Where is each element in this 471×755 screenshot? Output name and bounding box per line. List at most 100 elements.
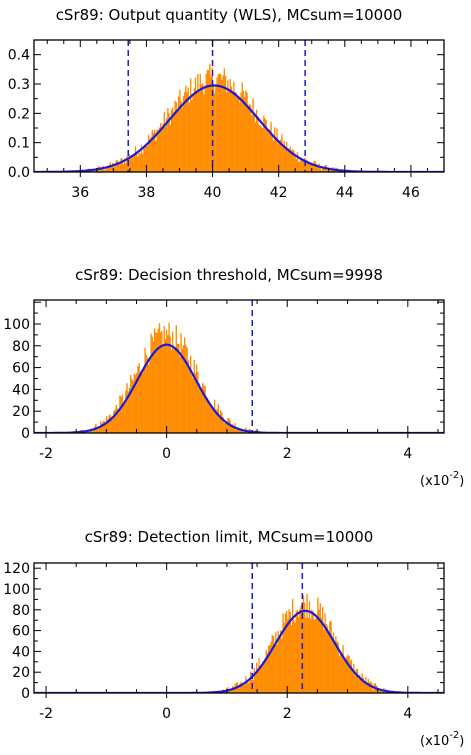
histogram-bar [220, 74, 222, 172]
histogram-bar [293, 619, 295, 693]
histogram-bar [150, 333, 152, 433]
histogram-bar [218, 418, 221, 433]
histogram-bar [252, 98, 254, 172]
x-tick-label: 4 [403, 446, 412, 462]
y-tick-label: 0 [21, 686, 30, 702]
histogram-bar [157, 130, 159, 172]
histogram-bar [124, 158, 126, 172]
histogram-bar [120, 157, 122, 172]
histogram-bar [149, 360, 151, 433]
histogram-bar [158, 127, 161, 172]
histogram-bar [187, 87, 189, 172]
histogram-bar [217, 404, 219, 433]
histogram-bar [259, 125, 261, 172]
histogram-bar [256, 109, 258, 172]
histogram-bar [106, 168, 108, 172]
y-tick-label: 0.0 [8, 165, 30, 181]
histogram-bar [338, 655, 341, 693]
histogram-bar [196, 90, 198, 172]
histogram-bar [263, 663, 265, 693]
histogram-bar [164, 126, 167, 172]
histogram-bar [257, 671, 259, 693]
histogram-bar [313, 619, 315, 693]
histogram-bar [239, 683, 241, 693]
histogram-bar [256, 662, 258, 693]
x-tick-label: 40 [204, 185, 222, 201]
histogram-bar [337, 642, 339, 693]
histogram-bar [361, 673, 363, 693]
histogram-bar [155, 332, 157, 433]
fit-curve [34, 343, 444, 433]
histogram-bar [235, 92, 237, 172]
histogram-bar [308, 601, 311, 693]
histogram-bar [115, 160, 117, 172]
histogram-bar [196, 364, 198, 433]
histogram-bar [234, 91, 236, 172]
histogram-bar [206, 69, 209, 172]
histogram-bar [132, 380, 134, 433]
histogram-bar [214, 92, 216, 172]
histogram-bar [379, 691, 381, 693]
y-tick-label: 20 [12, 665, 30, 681]
histogram-bar [176, 110, 179, 172]
y-tick-label: 0.3 [8, 77, 30, 93]
histogram-bar [233, 687, 235, 693]
histogram-bar [280, 139, 282, 172]
histogram-bar [372, 689, 374, 693]
histogram-bar [167, 335, 169, 433]
histogram-bar [364, 683, 366, 693]
histogram-bar [184, 92, 186, 172]
histogram-bar [253, 112, 255, 172]
histogram-bar [328, 631, 330, 693]
histogram-bar [329, 621, 331, 693]
histogram-bar [350, 659, 353, 693]
histogram-bar [335, 636, 337, 693]
histogram-bar [331, 637, 333, 693]
histogram-bar [233, 427, 235, 433]
histogram-bar [270, 121, 272, 172]
histogram-bar [336, 641, 338, 693]
histogram-bar [174, 348, 176, 433]
histogram-bar [167, 108, 169, 172]
histogram-bar [134, 146, 137, 172]
histogram-bar [118, 164, 120, 172]
histogram-bar [302, 595, 305, 693]
histogram-bar [210, 405, 212, 433]
histogram-bar [126, 155, 128, 172]
histogram-bar [314, 161, 317, 172]
histogram-bar [102, 421, 104, 433]
histogram-bar [140, 144, 143, 172]
histogram-bar [313, 160, 315, 172]
x-tick-label: -2 [39, 446, 53, 462]
histogram-bar [138, 152, 140, 172]
histogram-bar [164, 339, 167, 433]
histogram-bar [221, 79, 223, 172]
histogram-bar [125, 390, 127, 433]
histogram-bar [145, 355, 147, 433]
histogram-bar [366, 684, 368, 693]
histogram-bar [205, 399, 207, 433]
histogram-bar [184, 337, 186, 433]
histogram-bar [174, 100, 176, 172]
histogram-bar [178, 96, 180, 172]
histogram-bar [289, 146, 291, 172]
histogram-bar [192, 95, 194, 172]
histogram-bar [317, 597, 319, 693]
histogram-bar [240, 92, 242, 172]
histogram-bar [226, 422, 228, 433]
histogram-bar [192, 378, 194, 433]
histogram-bar [293, 150, 295, 172]
histogram-bar [264, 658, 266, 693]
histogram-bar [349, 661, 351, 693]
histogram-bar [284, 148, 287, 172]
histogram-bar [259, 665, 261, 693]
histogram-bar [101, 168, 103, 172]
y-tick-label: 120 [3, 561, 30, 577]
histogram-bar [180, 333, 182, 433]
histogram-bar [110, 165, 113, 172]
fit-curve [34, 609, 444, 693]
histogram-bar [281, 134, 283, 172]
histogram-bar [275, 138, 277, 172]
histogram-bar [323, 630, 325, 693]
histogram-bar [296, 609, 299, 693]
